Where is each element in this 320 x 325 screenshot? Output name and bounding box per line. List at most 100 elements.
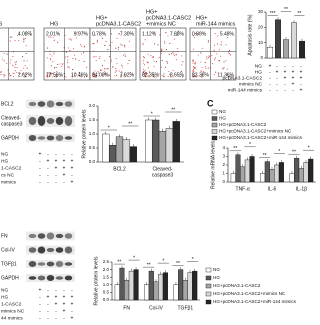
bar [173,284,179,301]
flow-dot [205,68,207,70]
flow-dot [68,38,70,40]
flow-dot [83,46,85,48]
flow-dot [192,73,194,75]
condition-sign: + [71,158,74,164]
quadrant-percent: 4.08% [18,31,33,37]
condition-sign: + [63,294,66,300]
flow-dot [181,55,183,57]
flow-dot [228,76,230,78]
bar [260,173,266,183]
significance-mark: * [192,257,194,263]
bar [119,267,125,301]
flow-dot [47,47,49,49]
flow-dot [203,70,205,73]
flow-dot [215,71,217,73]
flow-dot [161,59,163,61]
flow-dot [65,56,67,58]
flow-dot [160,52,162,54]
flow-dot [146,72,148,74]
significance-mark: ** [284,7,288,13]
condition-sign: + [292,69,295,75]
flow-dot [78,60,80,62]
bar [303,162,309,183]
flow-dot [115,47,117,49]
bar [278,162,284,183]
flow-dot [176,47,179,49]
flow-dot [153,76,155,78]
condition-sign: - [47,287,49,293]
legend-swatch [205,283,212,289]
flow-dot [12,56,14,58]
y-tick-label: 0.0 [103,297,110,302]
flow-plot [139,27,187,81]
flow-dot [18,40,20,42]
significance-mark: * [151,111,153,117]
significance-mark: * [133,255,135,261]
flow-dot [70,39,72,41]
condition-sign: + [39,151,42,157]
flow-dot [70,38,72,40]
flow-dot [194,63,196,65]
flow-dot [99,56,101,58]
blot-band [55,233,64,239]
flow-label: HG+ [96,15,107,21]
significance-mark: ** [171,107,175,113]
blot-band [28,233,37,239]
quadrant-percent: 2.01% [46,31,61,37]
flow-dot [180,70,183,73]
flow-dot [153,60,155,62]
flow-dot [151,56,153,58]
flow-dot [193,67,195,69]
significance-mark: * [278,149,280,155]
flow-dot [204,65,206,67]
condition-sign: - [55,308,57,314]
flow-dot [16,71,18,74]
y-tick-label: 30 [258,9,264,14]
y-axis-label: Apoptosis rate (%) [247,14,253,55]
significance-mark: * [308,146,310,152]
flow-dot [3,52,5,55]
flow-dot [128,40,130,42]
blot-band [64,101,73,107]
flow-dot [15,63,17,65]
flow-dot [26,60,28,62]
bar [275,19,282,59]
flow-dot [23,76,25,78]
flow-dot [216,53,218,55]
flow-dot [25,52,27,55]
bar [274,164,280,183]
flow-dot [62,64,64,66]
flow-dot [13,72,15,74]
condition-sign: - [300,81,302,87]
flow-label: HG+ [196,15,207,21]
flow-dot [200,70,202,72]
condition-sign: - [47,165,49,171]
flow-dot [200,32,202,34]
condition-sign: + [292,81,295,87]
condition-label: NG [1,151,8,157]
flow-dot [208,56,210,58]
flow-dot [46,73,49,75]
flow-dot [115,70,117,72]
flow-dot [51,73,54,75]
condition-label: HG [1,158,8,164]
flow-dot [103,73,105,76]
flow-dot [172,69,174,72]
blot-label: GAPDH [1,275,19,281]
flow-dot [166,62,168,64]
flow-dot [51,55,53,57]
bar [283,39,290,59]
flow-dot [201,76,203,78]
flow-dot [229,54,232,56]
y-tick-label: 0.5 [89,145,96,150]
x-tick-label: BCL2 [113,166,126,172]
quadrant-percent: 5.48% [220,31,235,37]
flow-dot [94,70,96,72]
condition-sign: + [55,165,58,171]
legend-label: HG+pcDNA3.1-CASC2+mimics NC [213,291,286,296]
flow-dot [49,72,51,75]
flow-dot [104,68,106,70]
condition-sign: - [63,287,65,293]
flow-dot [144,69,146,71]
